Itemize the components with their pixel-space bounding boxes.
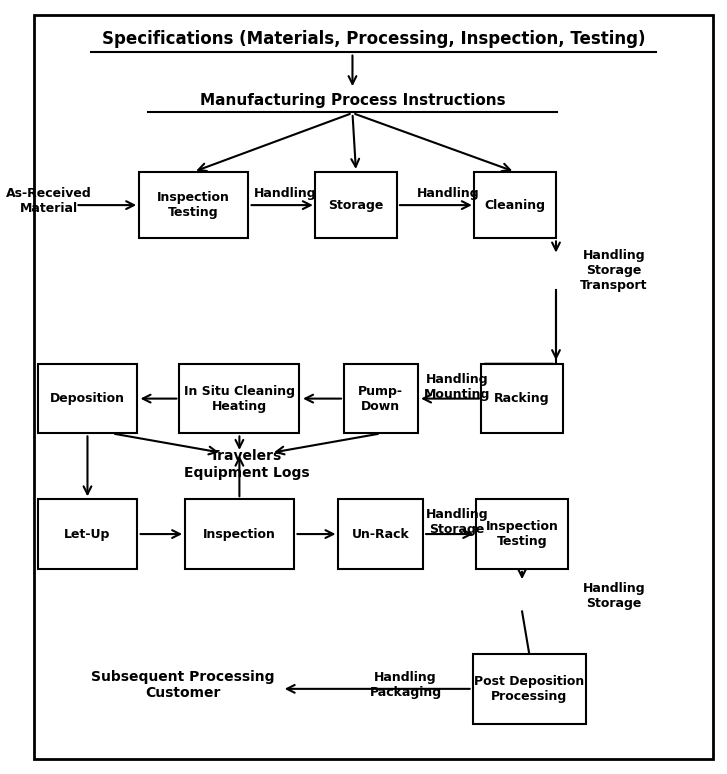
Text: Handling: Handling xyxy=(254,187,317,200)
Text: Travelers
Equipment Logs: Travelers Equipment Logs xyxy=(184,449,309,480)
Text: Cleaning: Cleaning xyxy=(484,199,545,211)
Text: Manufacturing Process Instructions: Manufacturing Process Instructions xyxy=(200,93,505,108)
Text: Pump-
Down: Pump- Down xyxy=(358,385,403,413)
Bar xyxy=(38,499,137,569)
Bar xyxy=(481,364,563,433)
Bar xyxy=(476,499,568,569)
Text: Handling
Packaging: Handling Packaging xyxy=(369,671,441,699)
Text: Let-Up: Let-Up xyxy=(64,528,111,540)
Text: Inspection: Inspection xyxy=(203,528,276,540)
Bar xyxy=(473,654,586,724)
Text: Racking: Racking xyxy=(494,392,550,405)
Text: Deposition: Deposition xyxy=(50,392,125,405)
Text: Handling
Storage
Transport: Handling Storage Transport xyxy=(580,249,648,293)
Bar xyxy=(185,499,294,569)
Bar xyxy=(475,173,555,238)
Text: In Situ Cleaning
Heating: In Situ Cleaning Heating xyxy=(184,385,295,413)
Text: Handling: Handling xyxy=(417,187,479,200)
Text: Inspection
Testing: Inspection Testing xyxy=(486,520,558,548)
Bar xyxy=(316,173,397,238)
Text: As-Received
Material: As-Received Material xyxy=(6,187,92,215)
Text: Inspection
Testing: Inspection Testing xyxy=(157,191,230,219)
Text: Handling
Mounting: Handling Mounting xyxy=(424,373,490,401)
Text: Subsequent Processing
Customer: Subsequent Processing Customer xyxy=(91,670,275,700)
Text: Storage: Storage xyxy=(329,199,384,211)
Bar xyxy=(139,173,248,238)
Text: Post Deposition
Processing: Post Deposition Processing xyxy=(474,675,585,703)
Text: Un-Rack: Un-Rack xyxy=(352,528,409,540)
Bar xyxy=(338,499,423,569)
Bar xyxy=(38,364,137,433)
Text: Handling
Storage: Handling Storage xyxy=(582,582,646,610)
Bar xyxy=(344,364,418,433)
Bar xyxy=(180,364,300,433)
Text: Specifications (Materials, Processing, Inspection, Testing): Specifications (Materials, Processing, I… xyxy=(102,29,646,48)
Text: Handling
Storage: Handling Storage xyxy=(426,509,489,536)
